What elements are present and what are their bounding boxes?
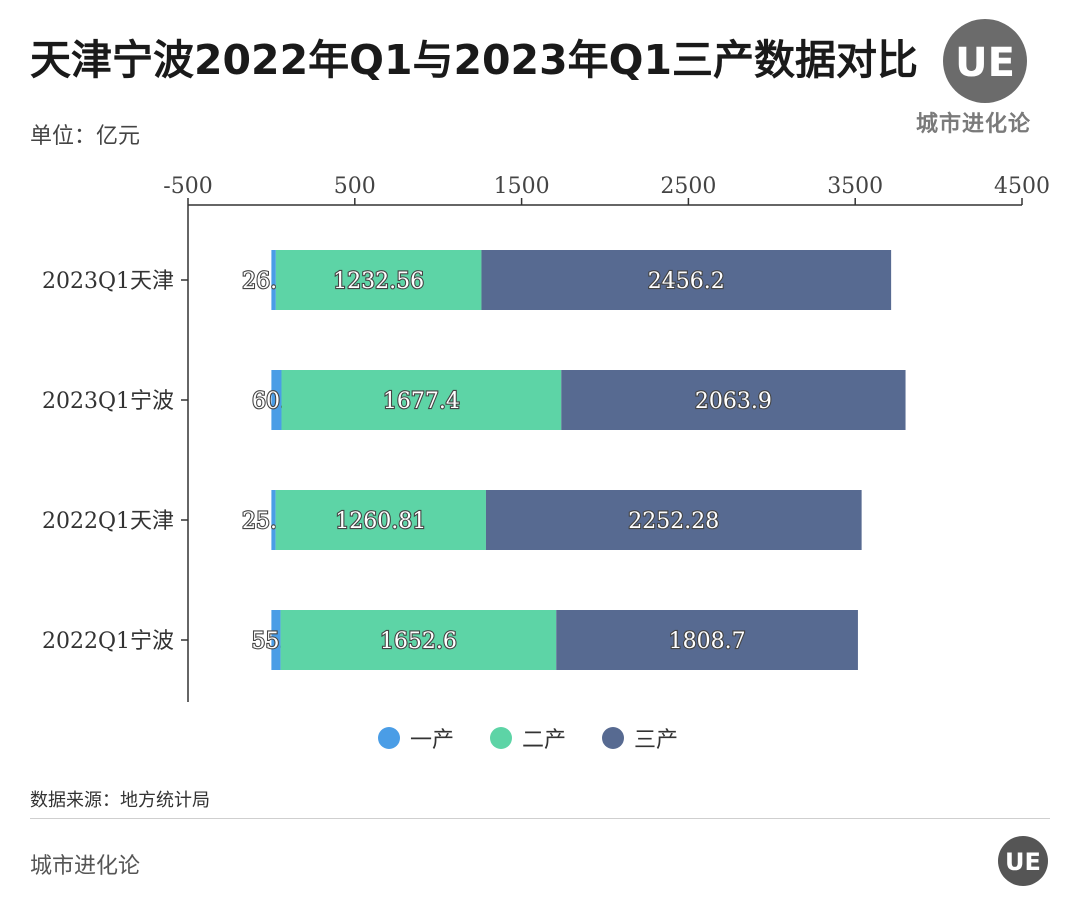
bar-segment-tertiary [561, 370, 906, 430]
legend-label-tertiary: 三产 [634, 728, 679, 753]
x-tick-label: 1500 [494, 174, 550, 199]
unit-label: 单位：亿元 [30, 124, 141, 149]
category-axis: 2023Q1天津 2023Q1宁波 2022Q1天津 2022Q1宁波 [42, 205, 189, 702]
legend-item-tertiary: 三产 [602, 722, 678, 754]
category-label: 2023Q1天津 [42, 269, 174, 294]
x-tick-label: -500 [163, 174, 212, 199]
brand-logo-text: UE [955, 40, 1015, 86]
footer-logo: UE [998, 836, 1048, 886]
category-label: 2023Q1宁波 [42, 389, 174, 414]
bar-segment-primary [271, 370, 282, 430]
legend-dot-secondary [490, 727, 513, 749]
value-label-tertiary: 2456.2 [648, 269, 725, 294]
value-label-secondary: 1260.81 [335, 509, 426, 534]
bar-segment-primary [271, 610, 281, 670]
x-axis: -500 500 1500 2500 3500 4500 [163, 174, 1050, 206]
value-label-secondary: 1232.56 [333, 269, 424, 294]
bars: 26.62 1232.56 2456.260.5 1677.4 2063.925.43 1… [241, 250, 906, 670]
bar-segment-secondary [275, 250, 482, 310]
footer-brand-name: 城市进化论 [30, 854, 141, 879]
legend-dot-primary [378, 727, 400, 749]
legend: 一产 二产 三产 [378, 722, 678, 754]
x-tick-label: 2500 [660, 174, 716, 199]
legend-dot-tertiary [602, 727, 625, 749]
footer-logo-text: UE [1005, 848, 1041, 876]
category-label: 2022Q1天津 [42, 509, 174, 534]
legend-item-primary: 一产 [378, 722, 454, 754]
value-label-secondary: 1677.4 [383, 389, 460, 414]
bar-segment-tertiary [556, 610, 858, 670]
bar-segment-tertiary [485, 490, 862, 550]
bar-segment-primary [271, 250, 276, 310]
bar-segment-secondary [280, 610, 557, 670]
x-tick-label: 3500 [827, 174, 883, 199]
value-label-secondary: 1652.6 [380, 629, 457, 654]
brand-name: 城市进化论 [916, 112, 1032, 137]
category-label: 2022Q1宁波 [42, 629, 174, 654]
value-label-tertiary: 2252.28 [628, 509, 719, 534]
value-label-tertiary: 2063.9 [695, 389, 772, 414]
brand-logo: UE [943, 19, 1027, 103]
chart-title: 天津宁波2022年Q1与2023年Q1三产数据对比 [30, 36, 918, 84]
footer-divider [30, 818, 1050, 819]
bar-segment-secondary [275, 490, 486, 550]
bar-segment-tertiary [481, 250, 892, 310]
bar-segment-primary [271, 490, 276, 550]
legend-label-secondary: 二产 [522, 728, 567, 753]
data-source: 数据来源：地方统计局 [30, 790, 210, 811]
value-label-tertiary: 1808.7 [669, 629, 746, 654]
legend-label-primary: 一产 [410, 728, 455, 753]
x-tick-label: 4500 [994, 174, 1050, 199]
bar-segment-secondary [281, 370, 562, 430]
x-tick-label: 500 [334, 174, 376, 199]
legend-item-secondary: 二产 [490, 722, 566, 754]
